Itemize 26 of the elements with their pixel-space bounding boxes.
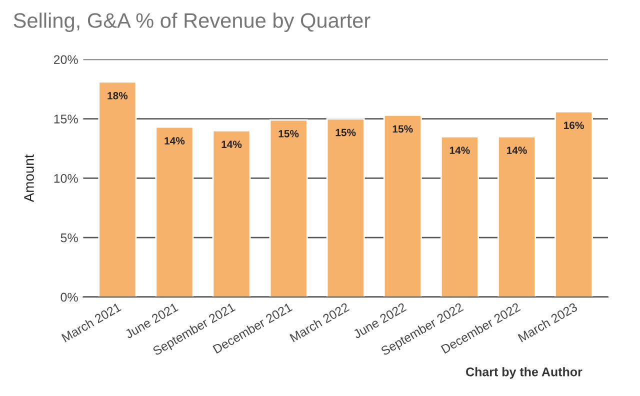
- bar: [383, 114, 422, 297]
- y-tick-label: 15%: [54, 114, 78, 124]
- data-label: 15%: [278, 130, 299, 138]
- data-label: 14%: [222, 140, 242, 148]
- data-label: 14%: [164, 137, 185, 144]
- y-tick-label: 0%: [60, 292, 78, 302]
- data-label: 16%: [564, 122, 584, 130]
- bar: [554, 110, 594, 297]
- chart-title: Selling, G&A % of Revenue by Quarter: [14, 12, 370, 32]
- bar: [155, 126, 194, 297]
- data-label: 18%: [108, 92, 128, 100]
- bar: [497, 136, 536, 297]
- y-tick-label: 5%: [60, 233, 78, 242]
- y-tick-label: 10%: [54, 174, 78, 183]
- bar: [440, 136, 479, 297]
- data-label: 14%: [450, 146, 470, 154]
- y-tick-label: 20%: [54, 55, 78, 64]
- data-label: 15%: [392, 125, 413, 133]
- data-label: 15%: [336, 128, 356, 136]
- bar: [98, 81, 137, 297]
- bar: [326, 118, 365, 297]
- data-label: 14%: [506, 146, 527, 154]
- bar: [269, 119, 308, 297]
- text: Chart by the Author: [466, 367, 582, 379]
- y-axis-title: Amount: [24, 154, 34, 202]
- bar: [212, 130, 251, 297]
